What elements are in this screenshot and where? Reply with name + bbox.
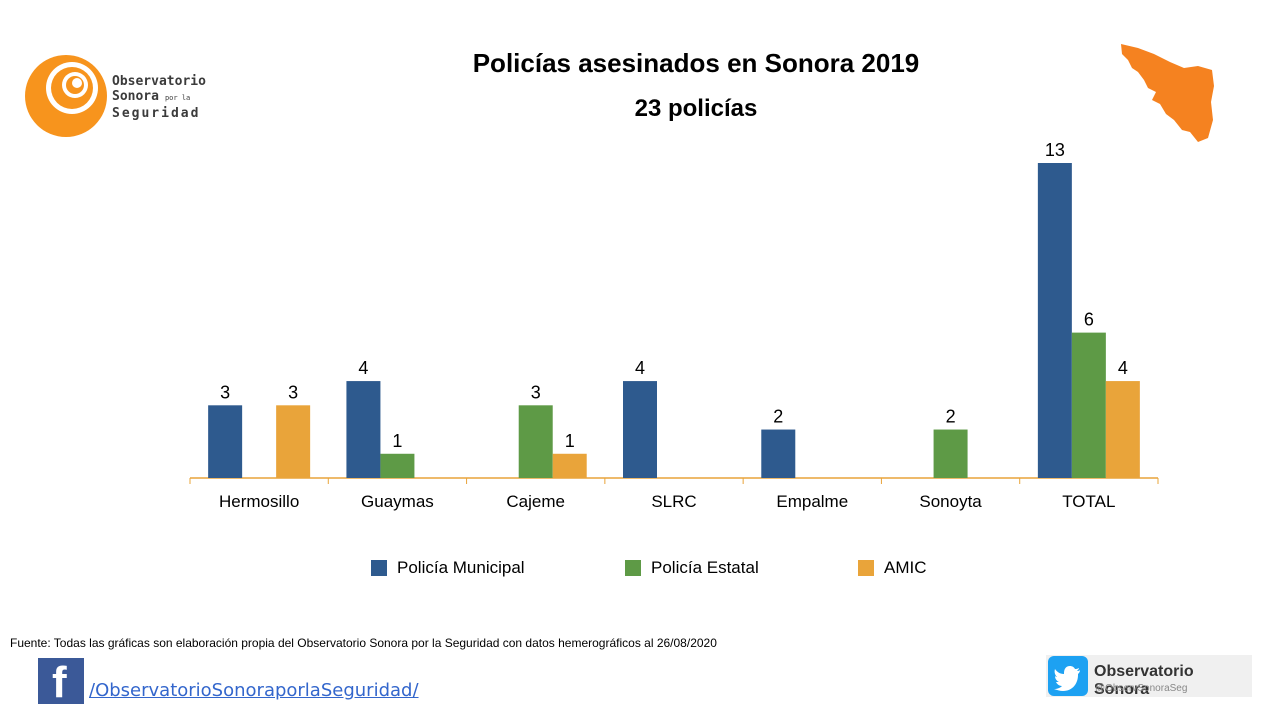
bar: [761, 429, 796, 478]
legend-item: Policía Estatal: [625, 558, 759, 578]
bar: [518, 405, 553, 478]
data-label: 1: [392, 431, 402, 451]
logo-line-3: Seguridad: [112, 106, 201, 121]
twitter-handle: @ObservSonoraSeg: [1095, 683, 1188, 694]
bar: [623, 381, 657, 478]
facebook-icon[interactable]: f: [38, 658, 84, 706]
facebook-page-link[interactable]: /ObservatorioSonoraporlaSeguridad/: [89, 680, 419, 701]
bar: [933, 429, 968, 478]
bar: [552, 453, 587, 478]
data-label: 1: [565, 431, 575, 451]
data-label: 3: [288, 382, 298, 402]
source-note: Fuente: Todas las gráficas son elaboraci…: [10, 636, 717, 650]
bar: [1071, 332, 1106, 478]
legend-item: AMIC: [858, 558, 927, 578]
data-label: 4: [635, 358, 645, 378]
data-label: 4: [358, 358, 368, 378]
bar: [346, 381, 381, 478]
legend-swatch: [625, 560, 641, 576]
logo-line-2: Sonora por la: [112, 89, 206, 106]
chart-title: Policías asesinados en Sonora 2019: [472, 48, 920, 78]
x-tick-label: TOTAL: [1062, 492, 1115, 511]
logo-line-2-main: Sonora: [112, 89, 159, 104]
twitter-badge[interactable]: Observatorio Sonora @ObservSonoraSeg: [1046, 655, 1252, 698]
legend-label: AMIC: [884, 558, 927, 577]
twitter-icon: [1048, 656, 1088, 696]
observatorio-logo-icon: [25, 55, 107, 137]
legend-item: Policía Municipal: [371, 558, 525, 578]
x-tick-label: Hermosillo: [219, 492, 299, 511]
data-label: 3: [531, 382, 541, 402]
x-tick-label: Guaymas: [361, 492, 434, 511]
logo-text: Observatorio Sonora por la Seguridad: [112, 74, 206, 121]
bar: [380, 453, 415, 478]
legend-label: Policía Estatal: [651, 558, 759, 577]
chart-subtitle: 23 policías: [634, 95, 758, 122]
sonora-map-icon: [1121, 44, 1214, 142]
data-label: 13: [1045, 140, 1065, 160]
x-tick-label: Cajeme: [506, 492, 565, 511]
data-label: 6: [1084, 310, 1094, 330]
data-label: 4: [1118, 358, 1128, 378]
bar: [1105, 381, 1140, 478]
logo-line-2-small: por la: [164, 94, 191, 102]
data-label: 2: [773, 407, 783, 427]
data-label: 2: [946, 407, 956, 427]
twitter-account-name: Observatorio Sonora: [1094, 663, 1194, 698]
chart-legend: Policía Municipal Policía Estatal AMIC: [0, 558, 1280, 582]
bar: [276, 405, 311, 478]
legend-label: Policía Municipal: [397, 558, 525, 577]
bar: [208, 405, 243, 478]
observatorio-logo: Observatorio Sonora por la Seguridad: [22, 52, 222, 148]
legend-swatch: [371, 560, 387, 576]
legend-swatch: [858, 560, 874, 576]
x-tick-label: Sonoyta: [919, 492, 982, 511]
bar: [1037, 163, 1072, 478]
data-label: 3: [220, 382, 230, 402]
x-tick-label: Empalme: [776, 492, 848, 511]
logo-line-1: Observatorio: [112, 74, 206, 89]
x-tick-label: SLRC: [651, 492, 696, 511]
